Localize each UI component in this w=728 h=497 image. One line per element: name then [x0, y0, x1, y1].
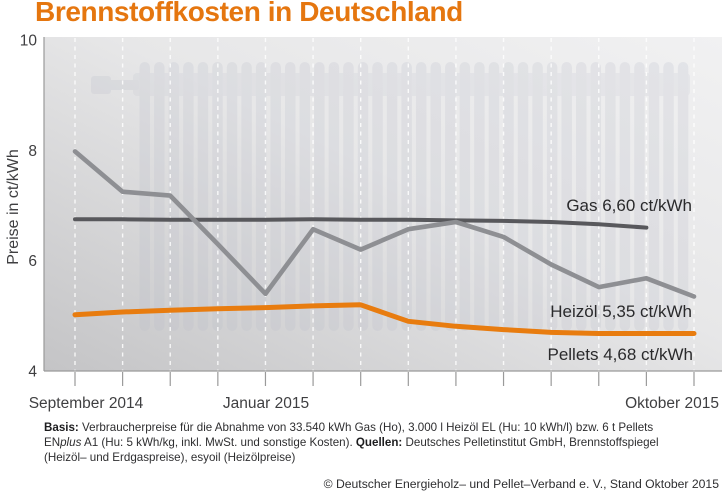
series-label-heizoel: Heizöl 5,35 ct/kWh: [550, 302, 692, 321]
copyright-line: © Deutscher Energieholz– und Pellet–Verb…: [323, 477, 719, 491]
chart-footnote: Basis: Verbraucherpreise für die Abnahme…: [44, 420, 659, 465]
basis-text: Verbraucherpreise für die Abnahme von 33…: [78, 421, 654, 434]
y-tick-label-4: 4: [28, 364, 37, 381]
y-tick-label-6: 6: [28, 253, 37, 270]
axes: [43, 37, 722, 386]
series-line-heizoel: [72, 149, 697, 299]
enplus-italic: plus: [60, 436, 82, 449]
series-label-gas: Gas 6,60 ct/kWh: [566, 196, 692, 215]
chart-title: Brennstoffkosten in Deutschland: [35, 0, 463, 27]
enplus-prefix: EN: [44, 436, 61, 449]
footnote-line-1: Basis: Verbraucherpreise für die Abnahme…: [44, 420, 659, 435]
footnote-line-2: ENplus A1 (Hu: 5 kWh/kg, inkl. MwSt. und…: [44, 435, 659, 450]
y-tick-label-8: 8: [28, 143, 37, 160]
quellen-label: Quellen:: [355, 436, 403, 449]
series-label-pellets: Pellets 4,68 ct/kWh: [547, 345, 693, 364]
sources-text: (Heizöl– und Erdgaspreise), esyoil (Heiz…: [44, 451, 296, 464]
y-tick-label-10: 10: [20, 33, 38, 50]
x-tick-label-september-2014: September 2014: [29, 395, 144, 412]
basis-label: Basis:: [44, 421, 79, 434]
plot-background: [44, 37, 722, 371]
series-line-gas: [73, 217, 649, 230]
footnote-line-3: (Heizöl– und Erdgaspreise), esyoil (Heiz…: [44, 450, 659, 465]
y-axis-title: Preise in ct/kWh: [5, 149, 22, 265]
x-tick-label-oktober-2015: Oktober 2015: [625, 395, 719, 412]
enplus-text: A1 (Hu: 5 kWh/kg, inkl. MwSt. und sonsti…: [81, 436, 356, 449]
x-tick-label-januar-2015: Januar 2015: [223, 395, 309, 412]
chart: 4 6 8 10 Preise in ct/kWh September 2014 Janua…: [5, 33, 722, 412]
series-line-pellets: [72, 302, 697, 336]
quellen-text: Deutsches Pelletinstitut GmbH, Brennstof…: [402, 436, 659, 449]
